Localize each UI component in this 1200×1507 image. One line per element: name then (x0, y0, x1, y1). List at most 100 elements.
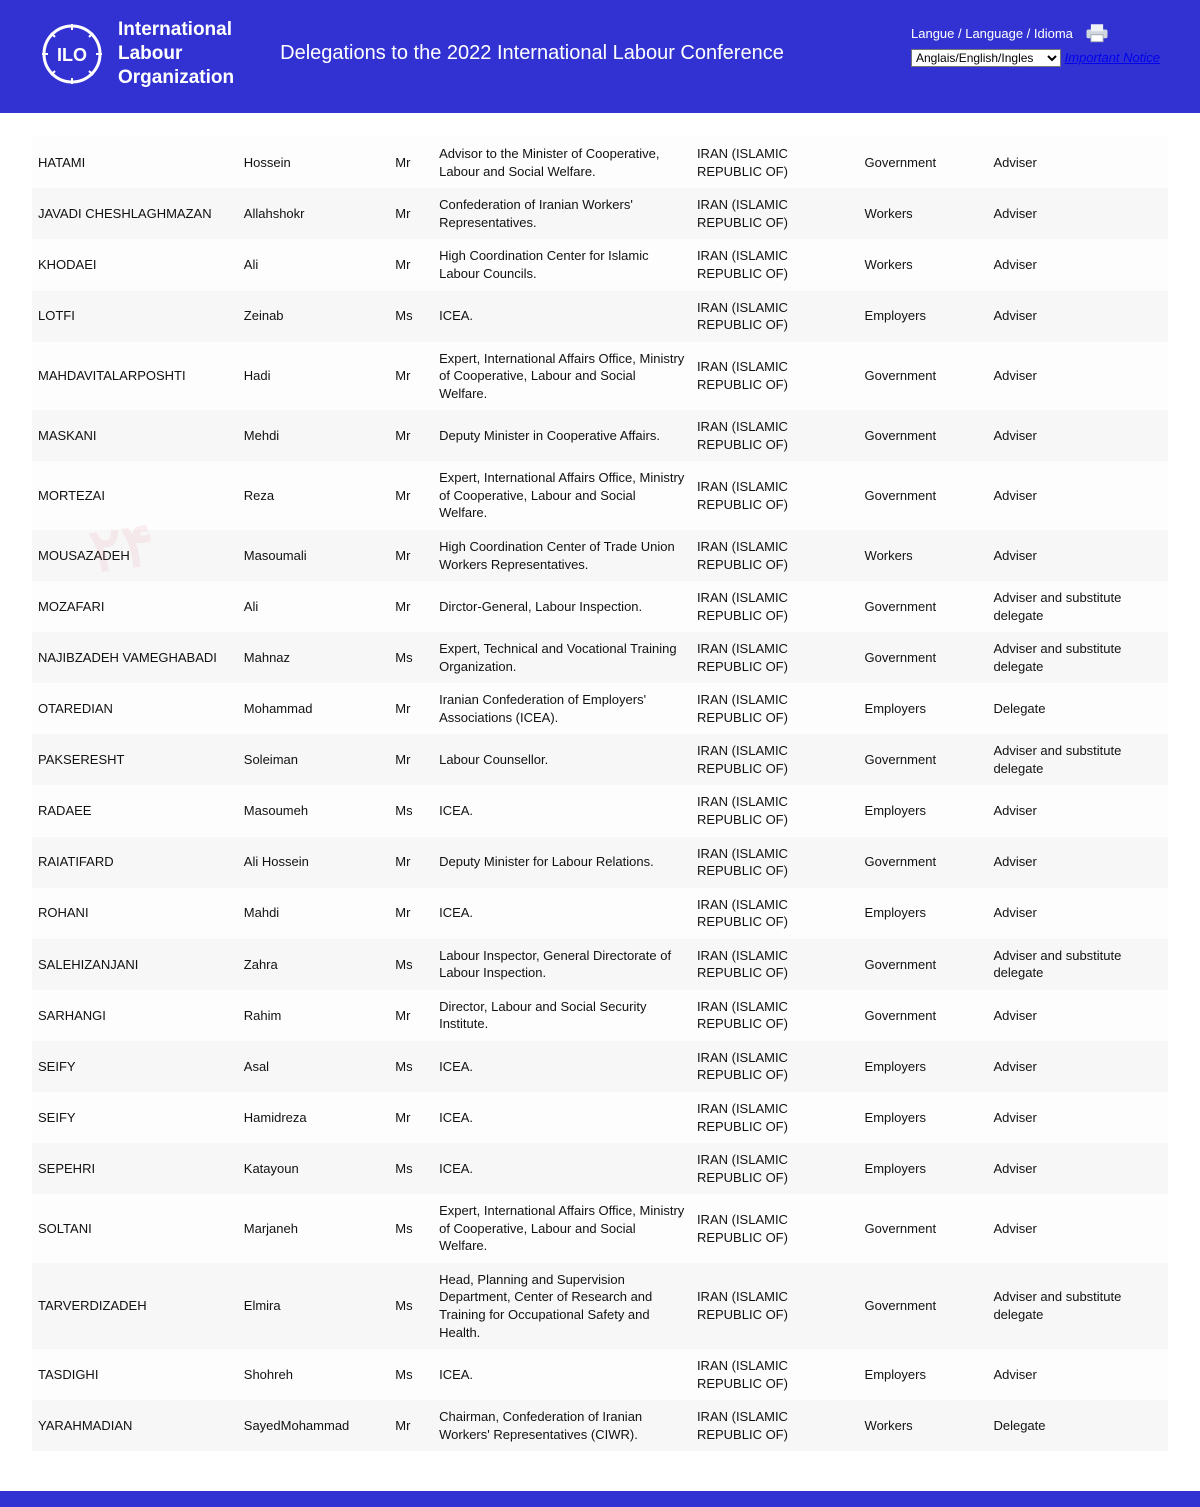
table-cell: Masoumali (238, 530, 389, 581)
table-cell: KHODAEI (32, 239, 238, 290)
table-row: MAHDAVITALARPOSHTIHadiMrExpert, Internat… (32, 342, 1168, 411)
table-row: NAJIBZADEH VAMEGHABADIMahnazMsExpert, Te… (32, 632, 1168, 683)
ilo-logo-icon: ILO (40, 22, 104, 86)
important-notice-link[interactable]: Important Notice (1065, 50, 1160, 65)
table-cell: Adviser (987, 785, 1168, 836)
table-cell: High Coordination Center for Islamic Lab… (433, 239, 691, 290)
table-cell: Adviser (987, 1349, 1168, 1400)
table-cell: NAJIBZADEH VAMEGHABADI (32, 632, 238, 683)
table-cell: Expert, Technical and Vocational Trainin… (433, 632, 691, 683)
table-cell: SEPEHRI (32, 1143, 238, 1194)
table-cell: Soleiman (238, 734, 389, 785)
table-cell: Head, Planning and Supervision Departmen… (433, 1263, 691, 1349)
table-cell: Asal (238, 1041, 389, 1092)
table-cell: Deputy Minister in Cooperative Affairs. (433, 410, 691, 461)
language-select[interactable]: Anglais/English/Ingles (911, 49, 1061, 67)
table-cell: IRAN (ISLAMIC REPUBLIC OF) (691, 461, 859, 530)
table-cell: Government (859, 581, 988, 632)
table-cell: Employers (859, 291, 988, 342)
table-cell: IRAN (ISLAMIC REPUBLIC OF) (691, 1194, 859, 1263)
table-cell: RAIATIFARD (32, 837, 238, 888)
table-cell: Government (859, 990, 988, 1041)
table-cell: Mr (389, 239, 433, 290)
table-cell: Adviser and substitute delegate (987, 939, 1168, 990)
table-cell: Expert, International Affairs Office, Mi… (433, 1194, 691, 1263)
table-cell: PAKSERESHT (32, 734, 238, 785)
table-row: SOLTANIMarjanehMsExpert, International A… (32, 1194, 1168, 1263)
table-cell: ROHANI (32, 888, 238, 939)
table-cell: Ms (389, 1263, 433, 1349)
table-cell: IRAN (ISLAMIC REPUBLIC OF) (691, 239, 859, 290)
table-cell: ICEA. (433, 1041, 691, 1092)
table-cell: IRAN (ISLAMIC REPUBLIC OF) (691, 1400, 859, 1451)
table-row: OTAREDIANMohammadMrIranian Confederation… (32, 683, 1168, 734)
table-row: LOTFIZeinabMsICEA.IRAN (ISLAMIC REPUBLIC… (32, 291, 1168, 342)
table-cell: MAHDAVITALARPOSHTI (32, 342, 238, 411)
table-cell: Rahim (238, 990, 389, 1041)
table-cell: IRAN (ISLAMIC REPUBLIC OF) (691, 990, 859, 1041)
delegates-table: HATAMIHosseinMrAdvisor to the Minister o… (32, 137, 1168, 1451)
table-cell: Mahnaz (238, 632, 389, 683)
page-header: ILO International Labour Organization De… (0, 0, 1200, 113)
table-cell: Mr (389, 888, 433, 939)
table-cell: Allahshokr (238, 188, 389, 239)
table-cell: TASDIGHI (32, 1349, 238, 1400)
table-cell: YARAHMADIAN (32, 1400, 238, 1451)
table-cell: Elmira (238, 1263, 389, 1349)
table-cell: MASKANI (32, 410, 238, 461)
table-cell: IRAN (ISLAMIC REPUBLIC OF) (691, 137, 859, 188)
table-cell: Labour Inspector, General Directorate of… (433, 939, 691, 990)
table-cell: TARVERDIZADEH (32, 1263, 238, 1349)
table-cell: Marjaneh (238, 1194, 389, 1263)
table-cell: Government (859, 632, 988, 683)
table-cell: IRAN (ISLAMIC REPUBLIC OF) (691, 1349, 859, 1400)
table-cell: IRAN (ISLAMIC REPUBLIC OF) (691, 530, 859, 581)
table-cell: Ali Hossein (238, 837, 389, 888)
org-name: International Labour Organization (118, 18, 234, 89)
table-cell: Ms (389, 785, 433, 836)
table-cell: Government (859, 342, 988, 411)
table-cell: Ms (389, 1194, 433, 1263)
table-cell: Adviser (987, 1041, 1168, 1092)
table-cell: Adviser (987, 1143, 1168, 1194)
table-cell: Mr (389, 530, 433, 581)
table-cell: IRAN (ISLAMIC REPUBLIC OF) (691, 888, 859, 939)
table-cell: Adviser (987, 990, 1168, 1041)
table-cell: Employers (859, 1041, 988, 1092)
table-cell: ICEA. (433, 1092, 691, 1143)
table-cell: Labour Counsellor. (433, 734, 691, 785)
table-cell: MOUSAZADEH (32, 530, 238, 581)
table-cell: Employers (859, 1349, 988, 1400)
table-cell: Dirctor-General, Labour Inspection. (433, 581, 691, 632)
table-cell: IRAN (ISLAMIC REPUBLIC OF) (691, 1263, 859, 1349)
table-cell: Adviser (987, 410, 1168, 461)
table-cell: Zeinab (238, 291, 389, 342)
table-row: MASKANIMehdiMrDeputy Minister in Coopera… (32, 410, 1168, 461)
table-row: SEPEHRIKatayounMsICEA.IRAN (ISLAMIC REPU… (32, 1143, 1168, 1194)
table-cell: Adviser (987, 342, 1168, 411)
table-cell: Adviser and substitute delegate (987, 1263, 1168, 1349)
table-row: PAKSERESHTSoleimanMrLabour Counsellor.IR… (32, 734, 1168, 785)
table-cell: OTAREDIAN (32, 683, 238, 734)
table-cell: Delegate (987, 1400, 1168, 1451)
table-cell: Government (859, 1194, 988, 1263)
table-cell: Mr (389, 1092, 433, 1143)
printer-icon[interactable] (1083, 22, 1111, 44)
table-cell: ICEA. (433, 785, 691, 836)
table-cell: Employers (859, 888, 988, 939)
table-cell: Adviser and substitute delegate (987, 632, 1168, 683)
table-cell: ICEA. (433, 888, 691, 939)
table-cell: IRAN (ISLAMIC REPUBLIC OF) (691, 939, 859, 990)
table-row: SALEHIZANJANIZahraMsLabour Inspector, Ge… (32, 939, 1168, 990)
table-cell: Adviser (987, 461, 1168, 530)
table-cell: Ms (389, 291, 433, 342)
table-cell: Workers (859, 239, 988, 290)
table-cell: Mr (389, 410, 433, 461)
org-line2: Labour (118, 42, 234, 66)
table-cell: IRAN (ISLAMIC REPUBLIC OF) (691, 1143, 859, 1194)
table-cell: Adviser (987, 291, 1168, 342)
table-cell: Mr (389, 342, 433, 411)
table-cell: IRAN (ISLAMIC REPUBLIC OF) (691, 734, 859, 785)
table-cell: Adviser (987, 888, 1168, 939)
table-cell: Mr (389, 683, 433, 734)
